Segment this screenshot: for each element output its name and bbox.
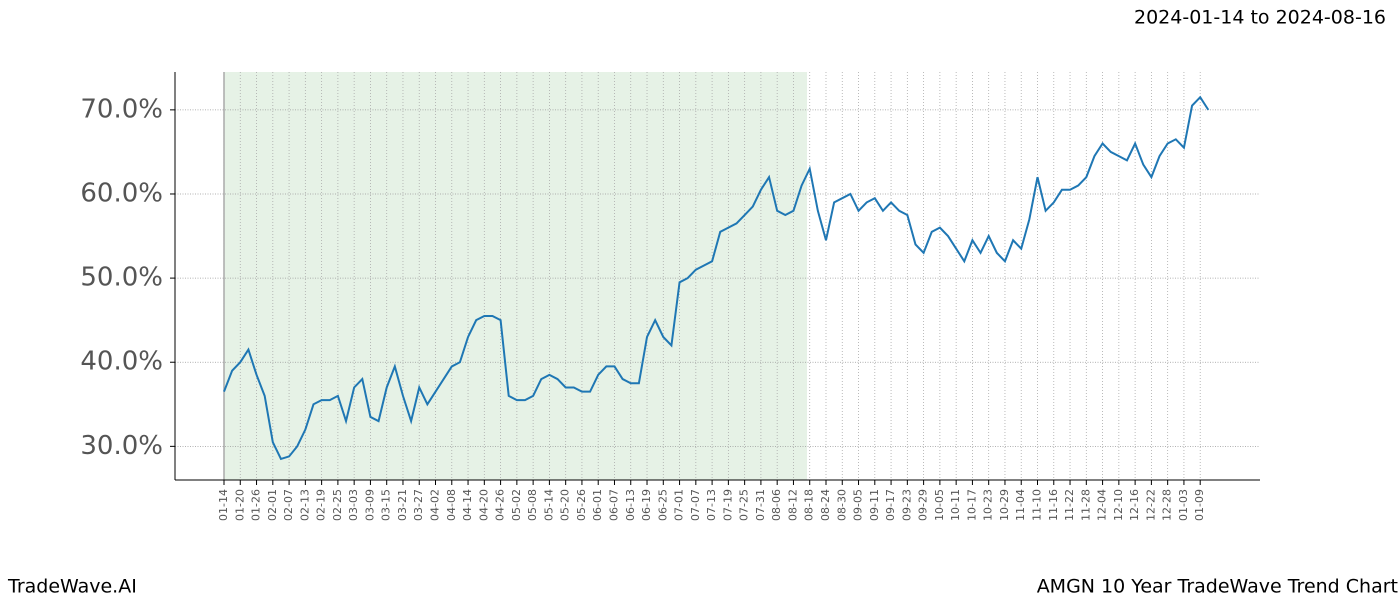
x-tick-label: 06-01 [591,489,604,521]
x-tick-label: 05-02 [510,489,523,521]
x-tick-label: 04-26 [494,489,507,521]
x-tick-label: 02-25 [331,489,344,521]
x-tick-label: 05-08 [526,489,539,521]
x-tick-label: 12-22 [1144,489,1157,521]
x-tick-label: 10-05 [933,489,946,521]
x-tick-label: 06-19 [640,489,653,521]
y-tick-label: 70.0% [80,94,163,124]
x-tick-label: 10-11 [949,489,962,521]
x-tick-label: 09-17 [884,489,897,521]
y-tick-label: 30.0% [80,431,163,461]
x-tick-label: 06-13 [624,489,637,521]
x-tick-label: 07-07 [689,489,702,521]
x-tick-label: 01-09 [1193,489,1206,521]
x-tick-label: 08-30 [835,489,848,521]
x-tick-label: 07-01 [673,489,686,521]
x-tick-label: 08-18 [803,489,816,521]
x-tick-label: 02-01 [266,489,279,521]
x-tick-label: 01-20 [233,489,246,521]
x-tick-label: 02-07 [282,489,295,521]
footer-right: AMGN 10 Year TradeWave Trend Chart [1037,576,1398,598]
series-line [223,95,1210,461]
x-tick-label: 04-14 [461,489,474,521]
x-tick-label: 07-13 [705,489,718,521]
x-tick-label: 11-22 [1063,489,1076,521]
x-tick-label: 09-23 [900,489,913,521]
x-tick-label: 10-29 [998,489,1011,521]
x-tick-label: 06-25 [656,489,669,521]
x-tick-label: 10-17 [965,489,978,521]
x-tick-label: 09-05 [852,489,865,521]
y-tick-label: 40.0% [80,347,163,377]
x-tick-label: 03-21 [396,489,409,521]
x-tick-label: 03-15 [380,489,393,521]
x-tick-label: 10-23 [982,489,995,521]
x-tick-label: 09-29 [917,489,930,521]
x-tick-label: 03-03 [347,489,360,521]
x-tick-label: 08-24 [819,489,832,521]
x-tick-label: 04-02 [429,489,442,521]
x-tick-label: 04-20 [477,489,490,521]
x-tick-label: 05-26 [575,489,588,521]
x-tick-label: 01-26 [250,489,263,521]
x-tick-label: 01-03 [1177,489,1190,521]
x-tick-label: 06-07 [607,489,620,521]
x-tick-label: 12-10 [1112,489,1125,521]
x-tick-label: 02-13 [298,489,311,521]
y-tick-label: 50.0% [80,263,163,293]
x-tick-label: 08-06 [770,489,783,521]
chart-title: 2024-01-14 to 2024-08-16 [1134,7,1386,29]
x-tick-label: 07-31 [754,489,767,521]
x-tick-label: 03-27 [412,489,425,521]
x-tick-label: 11-28 [1079,489,1092,521]
x-tick-label: 11-10 [1031,489,1044,521]
x-tick-label: 07-19 [721,489,734,521]
x-tick-label: 11-04 [1014,489,1027,521]
x-tick-label: 01-14 [217,489,230,521]
x-tick-label: 11-16 [1047,489,1060,521]
x-tick-label: 12-16 [1128,489,1141,521]
x-tick-label: 07-25 [738,489,751,521]
x-tick-label: 12-04 [1096,489,1109,521]
x-tick-label: 09-11 [868,489,881,521]
y-tick-label: 60.0% [80,178,163,208]
highlight-range [224,72,808,480]
x-tick-label: 02-19 [315,489,328,521]
x-tick-label: 12-28 [1161,489,1174,521]
x-tick-label: 08-12 [786,489,799,521]
footer-left: TradeWave.AI [7,576,137,598]
x-tick-label: 03-09 [363,489,376,521]
x-tick-label: 04-08 [445,489,458,521]
x-tick-label: 05-20 [559,489,572,521]
x-tick-label: 05-14 [542,489,555,521]
